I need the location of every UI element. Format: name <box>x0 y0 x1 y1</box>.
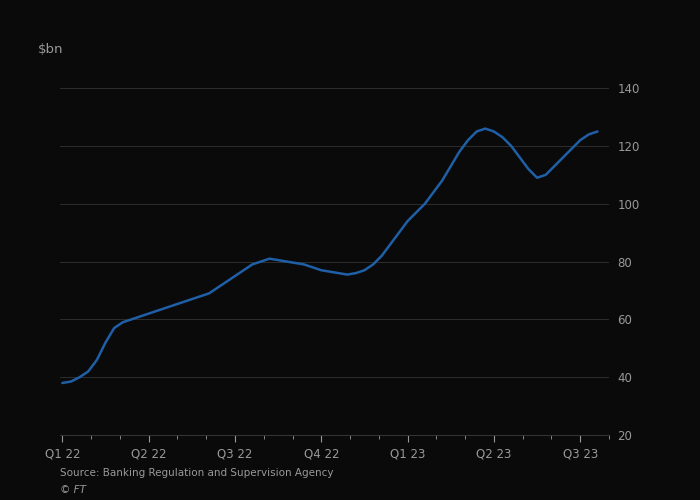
Text: Source: Banking Regulation and Supervision Agency: Source: Banking Regulation and Supervisi… <box>60 468 333 477</box>
Text: © FT: © FT <box>60 485 85 495</box>
Text: $bn: $bn <box>38 43 63 56</box>
